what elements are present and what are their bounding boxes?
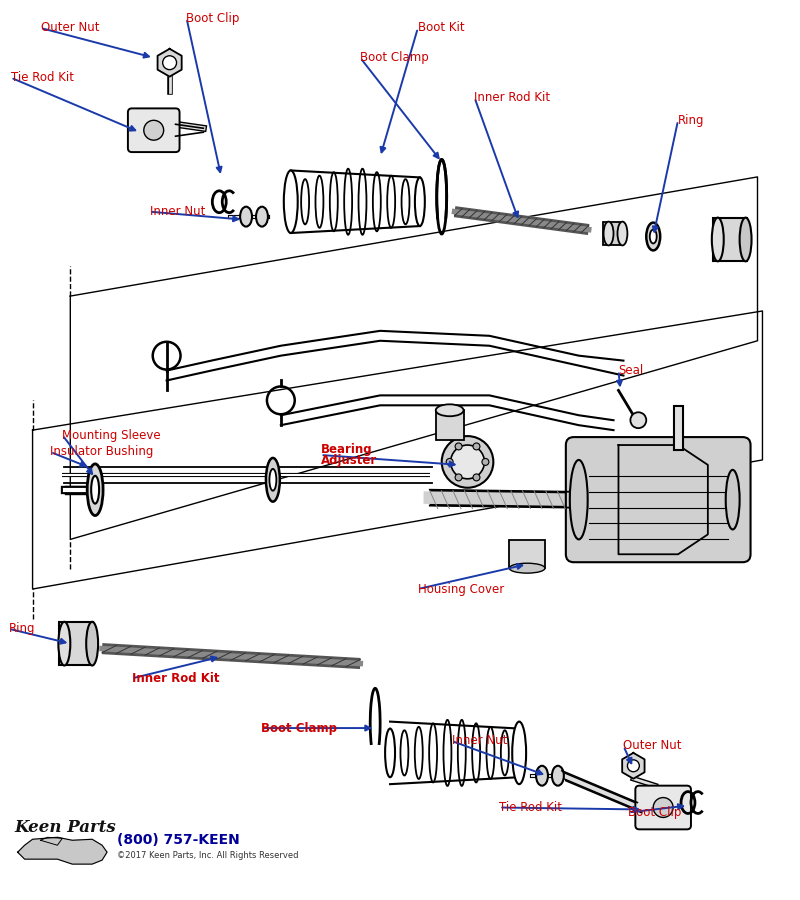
Polygon shape [18,837,107,864]
Circle shape [473,443,480,450]
Text: Inner Rod Kit: Inner Rod Kit [474,91,550,104]
Ellipse shape [91,476,99,504]
Ellipse shape [240,207,252,227]
Text: (800) 757-KEEN: (800) 757-KEEN [117,833,240,847]
Polygon shape [622,753,645,778]
Text: Boot Kit: Boot Kit [418,22,465,34]
Ellipse shape [512,722,526,784]
Text: Boot Clip: Boot Clip [186,12,240,24]
Text: Ring: Ring [9,622,35,635]
Circle shape [455,443,462,450]
Ellipse shape [726,470,740,529]
Ellipse shape [650,230,657,243]
Ellipse shape [510,563,545,573]
Text: Adjuster: Adjuster [321,454,377,467]
Circle shape [144,121,164,140]
Ellipse shape [256,207,268,227]
Text: Inner Nut: Inner Nut [452,734,507,748]
Text: Outer Nut: Outer Nut [623,740,682,752]
Circle shape [630,412,646,428]
Text: Inner Nut: Inner Nut [150,205,205,218]
Text: Tie Rod Kit: Tie Rod Kit [499,801,562,814]
Ellipse shape [270,469,276,491]
Circle shape [446,458,453,465]
Circle shape [627,760,639,772]
Text: Boot Clip: Boot Clip [629,806,682,819]
Text: Boot Clamp: Boot Clamp [360,51,429,64]
Bar [436,410,463,440]
Circle shape [654,797,673,817]
Ellipse shape [570,460,588,539]
Circle shape [482,458,489,465]
Text: Bearing: Bearing [321,443,372,455]
Ellipse shape [87,464,103,516]
Ellipse shape [284,170,298,233]
Ellipse shape [58,622,70,665]
Text: Inner Rod Kit: Inner Rod Kit [132,672,219,685]
Ellipse shape [266,458,280,501]
Bar [510,540,545,568]
Ellipse shape [552,766,564,786]
Bar [713,218,746,261]
Ellipse shape [740,218,751,261]
Bar [59,622,93,665]
FancyBboxPatch shape [635,786,691,829]
Text: Keen Parts: Keen Parts [14,819,117,836]
Ellipse shape [536,766,548,786]
Ellipse shape [450,445,485,479]
Ellipse shape [712,218,724,261]
Text: ©2017 Keen Parts, Inc. All Rights Reserved: ©2017 Keen Parts, Inc. All Rights Reserv… [117,850,298,860]
Circle shape [455,474,462,481]
Text: Ring: Ring [678,113,705,127]
Polygon shape [618,445,708,554]
Ellipse shape [618,221,627,246]
Text: Tie Rod Kit: Tie Rod Kit [10,71,74,84]
Ellipse shape [603,221,614,246]
Circle shape [162,56,177,69]
Ellipse shape [385,729,395,778]
Ellipse shape [646,222,660,250]
Circle shape [473,474,480,481]
Ellipse shape [442,436,494,488]
FancyBboxPatch shape [128,108,179,152]
Ellipse shape [436,404,463,416]
Text: Boot Clamp: Boot Clamp [261,722,337,734]
Text: Outer Nut: Outer Nut [41,22,99,34]
Text: Seal: Seal [618,364,644,377]
Ellipse shape [415,177,425,226]
Text: Mounting Sleeve: Mounting Sleeve [62,428,161,442]
Polygon shape [158,49,182,76]
FancyBboxPatch shape [566,437,750,562]
Ellipse shape [86,622,98,665]
Text: Insulator Bushing: Insulator Bushing [50,446,154,458]
Text: Housing Cover: Housing Cover [418,582,504,596]
Bar [602,221,622,246]
